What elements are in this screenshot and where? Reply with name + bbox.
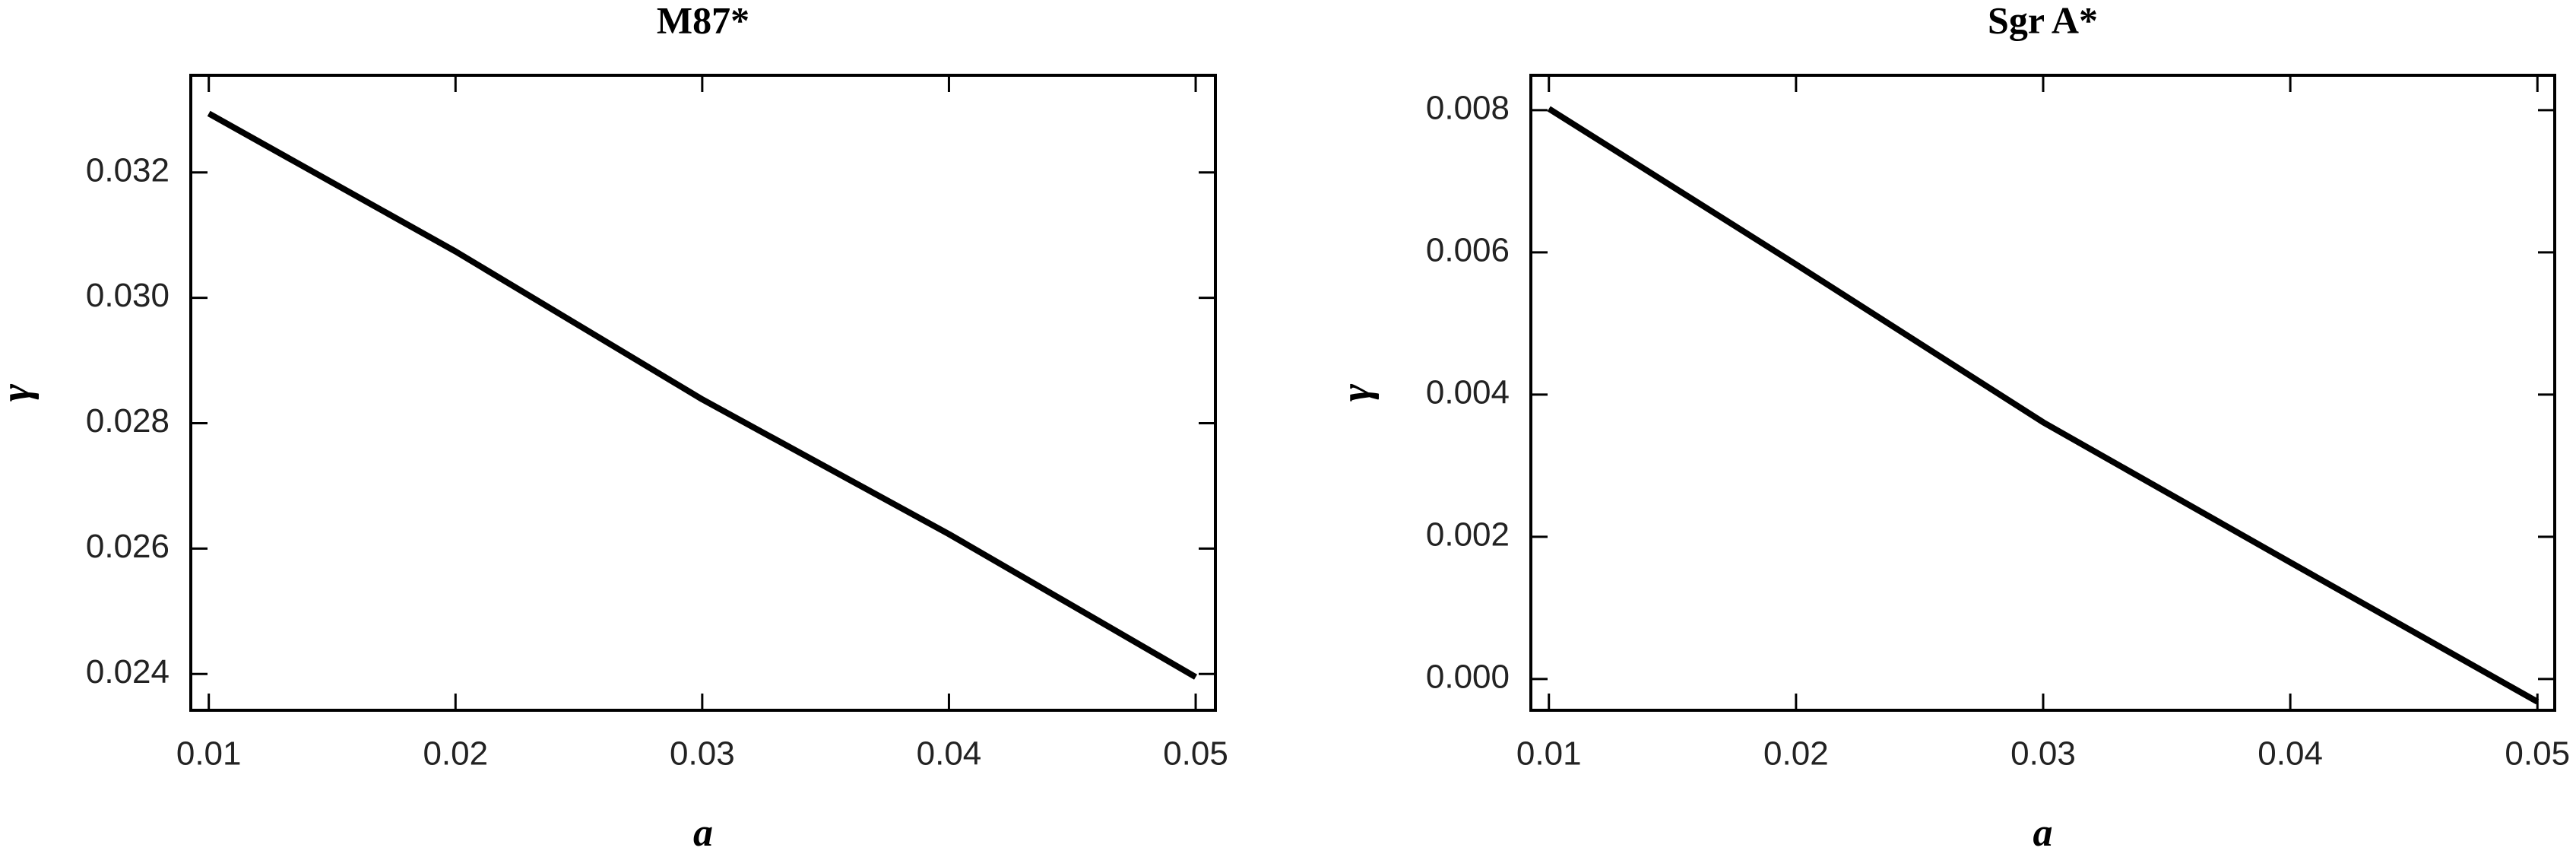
y-axis-label: γ bbox=[0, 383, 40, 402]
x-tick-label: 0.01 bbox=[176, 735, 242, 773]
y-tick-label: 0.024 bbox=[86, 653, 170, 691]
x-axis-label: a bbox=[2033, 811, 2053, 854]
y-tick-label: 0.030 bbox=[86, 277, 170, 314]
plot-frame bbox=[189, 74, 1217, 712]
y-tick-label: 0.026 bbox=[86, 528, 170, 565]
x-tick-label: 0.05 bbox=[1163, 735, 1228, 773]
y-tick-label: 0.004 bbox=[1426, 373, 1510, 411]
x-tick-label: 0.04 bbox=[917, 735, 982, 773]
x-tick-label: 0.04 bbox=[2258, 735, 2323, 773]
y-tick-label: 0.028 bbox=[86, 402, 170, 440]
plot-frame bbox=[1529, 74, 2556, 712]
y-tick-label: 0.006 bbox=[1426, 231, 1510, 268]
data-line bbox=[207, 110, 1198, 680]
y-tick-label: 0.000 bbox=[1426, 658, 1510, 695]
x-tick-label: 0.02 bbox=[1763, 735, 1829, 773]
y-tick-label: 0.008 bbox=[1426, 89, 1510, 126]
x-tick-label: 0.05 bbox=[2505, 735, 2570, 773]
y-axis-label: γ bbox=[1332, 383, 1380, 402]
x-tick-label: 0.03 bbox=[2010, 735, 2076, 773]
chart-title: M87* bbox=[657, 0, 749, 41]
chart-title: Sgr A* bbox=[1988, 0, 2098, 41]
y-tick-label: 0.002 bbox=[1426, 516, 1510, 553]
x-tick-label: 0.03 bbox=[670, 735, 735, 773]
data-line bbox=[1547, 106, 2540, 705]
y-tick-label: 0.032 bbox=[86, 151, 170, 189]
x-axis-label: a bbox=[693, 811, 713, 854]
x-tick-label: 0.02 bbox=[423, 735, 488, 773]
x-tick-label: 0.01 bbox=[1516, 735, 1582, 773]
